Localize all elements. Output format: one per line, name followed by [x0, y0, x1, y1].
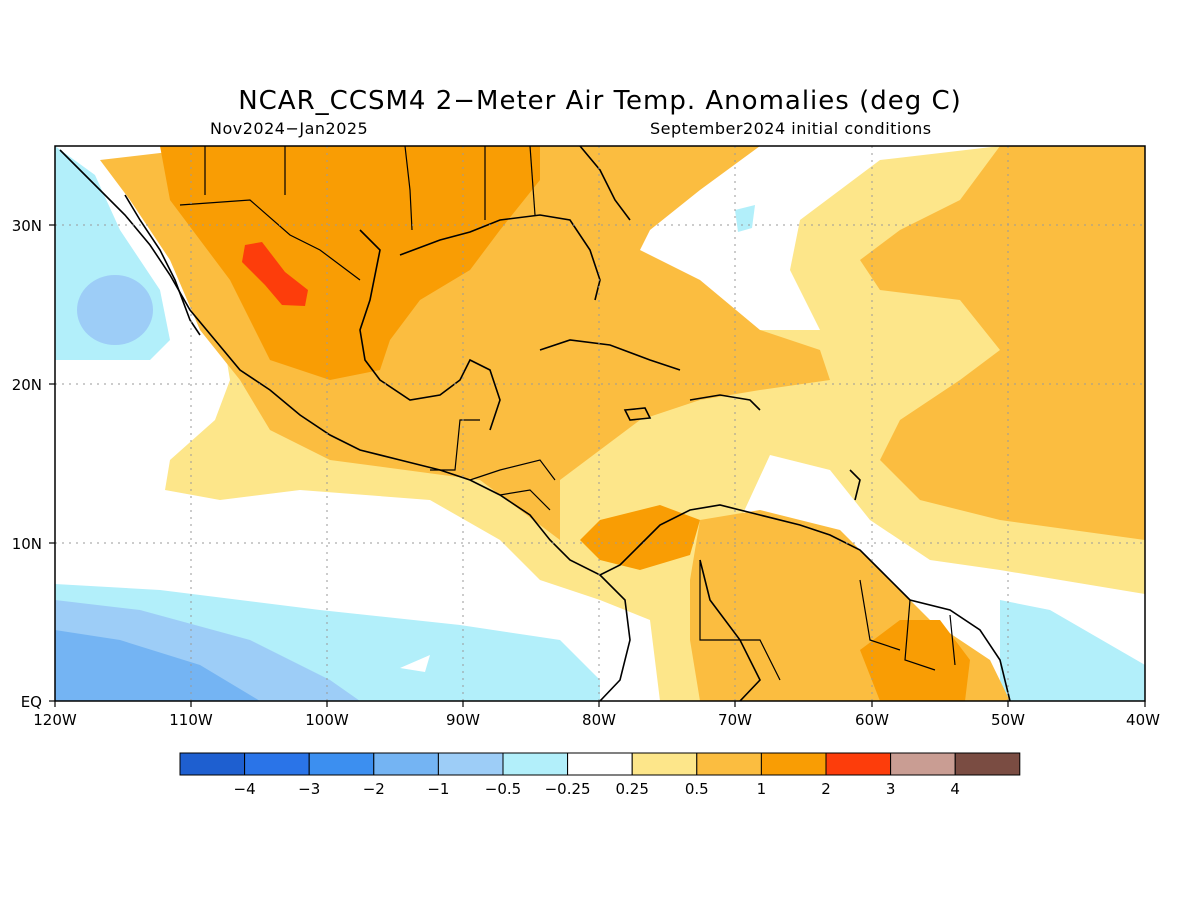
colorbar-swatch: [760, 752, 827, 776]
colorbar-label: −3: [298, 780, 320, 798]
colorbar-label: 2: [821, 780, 831, 798]
lon-label: 70W: [718, 711, 752, 729]
lat-label: 20N: [12, 376, 42, 394]
warm-region-atlantic: [860, 146, 1145, 540]
forecast-period: Nov2024−Jan2025: [210, 119, 369, 138]
colorbar-swatch: [244, 752, 310, 776]
warm-region-strong-caribbean: [580, 505, 700, 570]
colorbar-label: −0.25: [545, 780, 591, 798]
lon-label: 100W: [305, 711, 349, 729]
lon-label: 50W: [991, 711, 1025, 729]
colorbar-swatch: [631, 752, 698, 776]
initial-conditions: September2024 initial conditions: [650, 119, 932, 138]
lon-label: 110W: [169, 711, 213, 729]
hot-spot-mexico: [242, 242, 308, 306]
warm-region-strong-guianas: [860, 620, 970, 701]
colorbar-label: −0.5: [485, 780, 521, 798]
colorbar-label: 3: [886, 780, 896, 798]
map-frame: [54, 145, 1146, 702]
latitude-labels: 30N 20N 10N EQ: [12, 217, 42, 711]
lon-label: 40W: [1126, 711, 1160, 729]
political-borders: [179, 146, 956, 681]
colorbar-swatch: [954, 752, 1021, 776]
colorbar-label: 4: [950, 780, 960, 798]
colorbar-swatch: [890, 752, 956, 776]
colorbar-swatch: [179, 752, 246, 776]
colorbar-swatch: [373, 752, 439, 776]
colorbar-label: −1: [427, 780, 449, 798]
lon-label: 60W: [855, 711, 889, 729]
colorbar-label: 0.5: [685, 780, 709, 798]
cool-band-south-core: [55, 630, 260, 701]
colorbar: −4 −3 −2 −1 −0.5 −0.25 0.25 0.5 1 2 3 4: [179, 752, 1021, 798]
neutral-pocket-pacific: [400, 655, 430, 672]
map-title: NCAR_CCSM4 2−Meter Air Temp. Anomalies (…: [238, 86, 962, 116]
colorbar-label: −4: [234, 780, 256, 798]
colorbar-swatch: [567, 752, 633, 776]
colorbar-label: 1: [757, 780, 767, 798]
colorbar-label: −2: [363, 780, 385, 798]
colorbar-swatch: [502, 752, 569, 776]
longitude-labels: 120W 110W 100W 90W 80W 70W 60W 50W 40W: [33, 711, 1160, 729]
axis-ticks: [49, 224, 1146, 707]
colorbar-swatch: [825, 752, 892, 776]
cool-pocket-west: [77, 275, 153, 345]
gridlines: [55, 146, 1145, 701]
lat-label: 30N: [12, 217, 42, 235]
lon-label: 90W: [446, 711, 480, 729]
colorbar-swatch: [696, 752, 762, 776]
lat-label: 10N: [12, 535, 42, 553]
colorbar-swatch: [308, 752, 375, 776]
lon-label: 80W: [582, 711, 616, 729]
lat-label: EQ: [21, 693, 42, 711]
colorbar-label: 0.25: [615, 780, 648, 798]
lon-label: 120W: [33, 711, 77, 729]
map-field: [55, 146, 1145, 701]
colorbar-swatch: [437, 752, 504, 776]
cool-pocket-east: [1000, 600, 1145, 701]
